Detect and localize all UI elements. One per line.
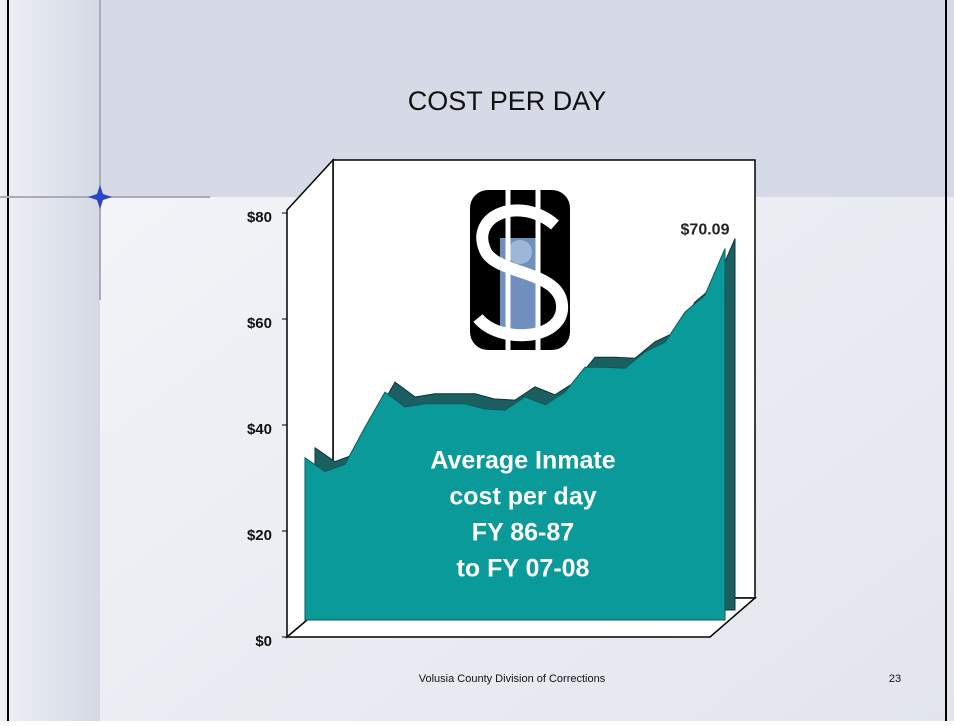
annotation: FY 86-87	[472, 519, 574, 547]
annotation: cost per day	[449, 483, 596, 511]
area	[304, 248, 726, 621]
slide-title: COST PER DAY	[408, 86, 607, 116]
footer-source: Volusia County Division of Corrections	[419, 673, 606, 685]
y-tick-label: $0	[255, 633, 272, 650]
y-tick-label: $80	[247, 209, 272, 226]
y-tick-label: $20	[247, 527, 272, 544]
clip-art	[470, 190, 570, 360]
annotation: to FY 07-08	[457, 555, 590, 583]
value-label: $70.09	[681, 222, 730, 239]
page-number: 23	[889, 673, 901, 685]
left-band	[0, 0, 100, 721]
y-tick-label: $40	[247, 421, 272, 438]
cross-star	[88, 185, 112, 209]
y-tick-label: $60	[247, 315, 272, 332]
annotation: Average Inmate	[430, 447, 615, 475]
